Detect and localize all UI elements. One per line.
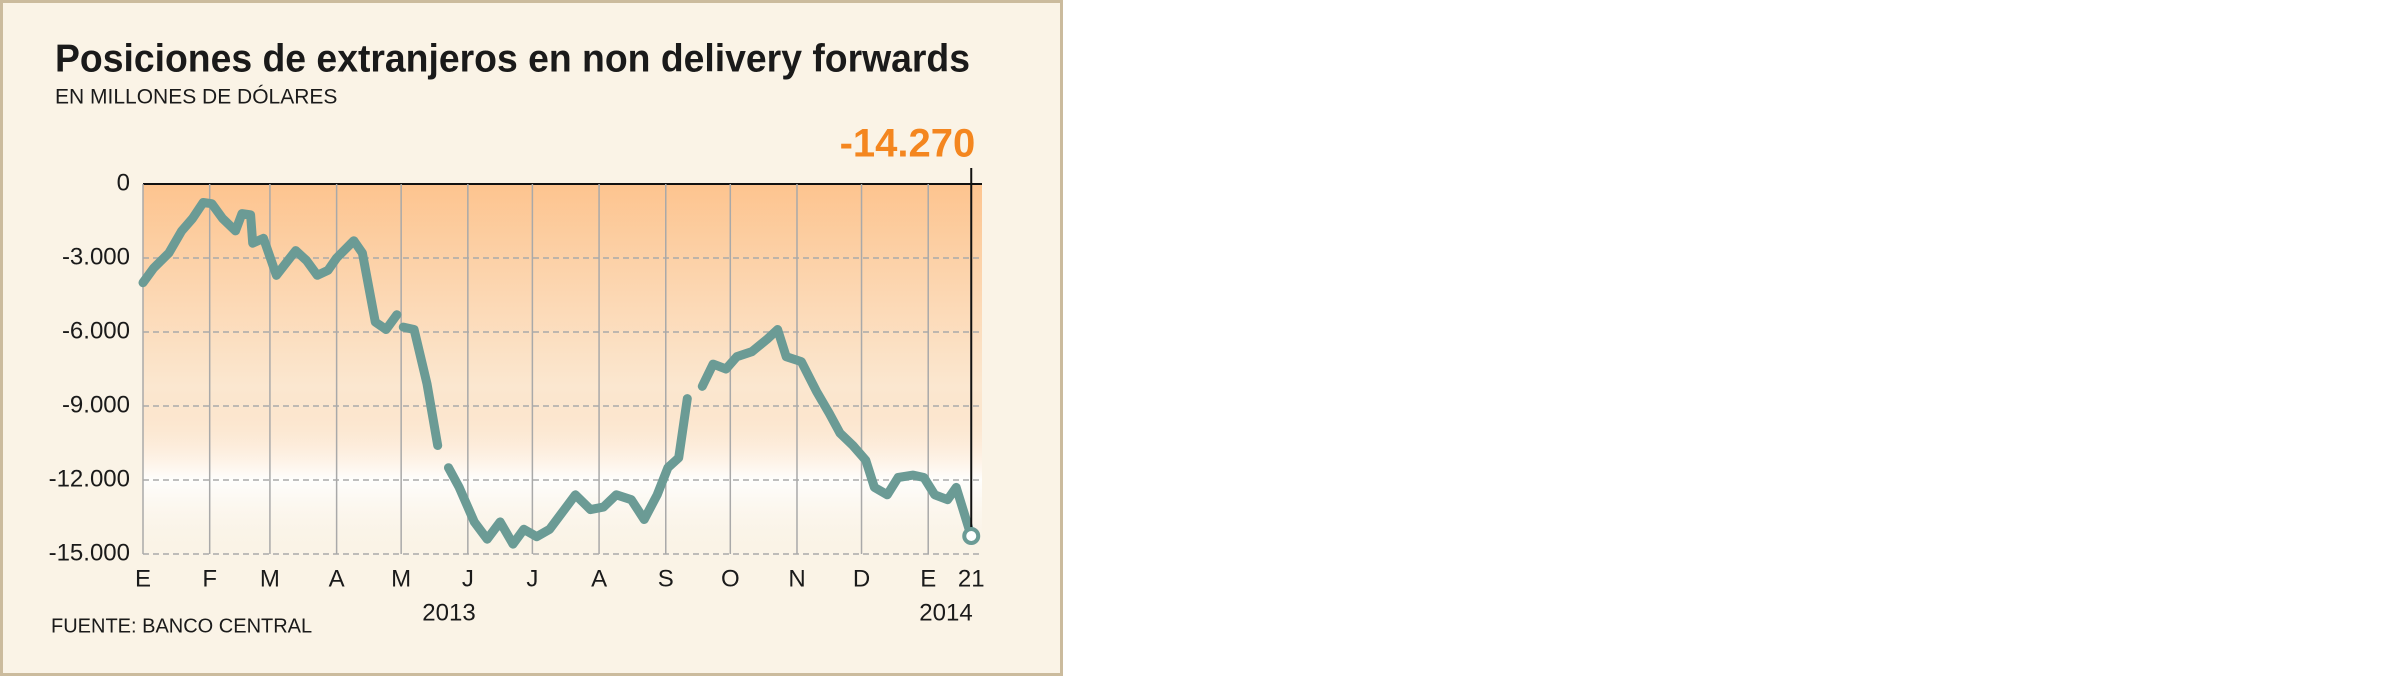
x-tick-label: D [853, 565, 870, 592]
chart-title: Posiciones de extranjeros en non deliver… [55, 37, 970, 80]
x-tick-label: S [658, 565, 674, 592]
end-point [962, 526, 981, 545]
x-tick-label: M [260, 565, 280, 592]
x-tick-label: 21 [958, 565, 985, 592]
year-label: 2013 [422, 599, 475, 626]
year-label: 2014 [919, 599, 972, 626]
source: FUENTE: BANCO CENTRAL [51, 615, 312, 637]
area-background [143, 184, 982, 554]
x-tick-label: O [721, 565, 740, 592]
chart-subtitle: EN MILLONES DE DÓLARES [55, 86, 337, 109]
y-tick-label: 0 [117, 169, 130, 196]
x-tick-label: J [462, 565, 474, 592]
value-label: -14.270 [840, 122, 976, 166]
x-tick-label: F [202, 565, 217, 592]
y-tick-label: -15.000 [49, 539, 130, 566]
x-tick-label: A [591, 565, 607, 592]
series-line [138, 198, 976, 549]
x-tick-label: M [391, 565, 411, 592]
x-tick-label: E [920, 565, 936, 592]
x-tick-label: N [788, 565, 805, 592]
x-tick-label: J [526, 565, 538, 592]
x-tick-label: E [135, 565, 151, 592]
y-tick-label: -12.000 [49, 465, 130, 492]
y-tick-label: -3.000 [62, 243, 130, 270]
y-tick-label: -6.000 [62, 317, 130, 344]
x-tick-label: A [329, 565, 345, 592]
y-tick-label: -9.000 [62, 391, 130, 418]
